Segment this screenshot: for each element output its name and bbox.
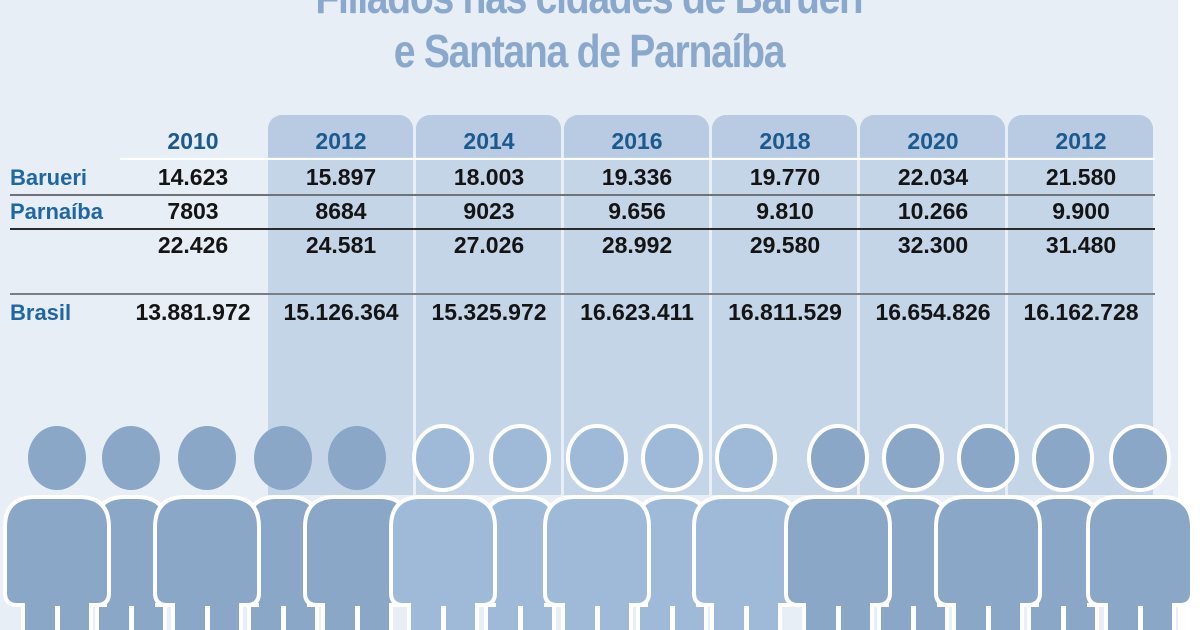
person-icon: [153, 426, 261, 630]
table-cell: 15.126.364: [283, 299, 399, 325]
person-icon: [784, 424, 892, 630]
table-cell: 16.162.728: [1023, 299, 1139, 325]
table-cell: 24.581: [305, 232, 377, 258]
table-cell: 7803: [167, 198, 219, 224]
header-divider: [120, 158, 1155, 160]
person-icon: [245, 426, 321, 630]
column-header-year: 2016: [611, 128, 663, 154]
table-cell: 13.881.972: [135, 299, 251, 325]
person-icon: [389, 424, 497, 630]
column-header-year: 2018: [759, 128, 811, 154]
table-cell: 18.003: [453, 164, 525, 190]
title-line-2: e Santana de Parnaíba: [393, 25, 786, 77]
table-cell: 15.897: [305, 164, 377, 190]
person-icon: [543, 424, 651, 630]
person-icon: [934, 424, 1042, 630]
row-label: Barueri: [10, 165, 88, 190]
table-cell: 8684: [315, 198, 367, 224]
person-icon: [692, 424, 800, 630]
table-cell: 10.266: [897, 198, 969, 224]
table-cell: 19.770: [749, 164, 821, 190]
column-header-background: [564, 115, 709, 157]
row-label: Brasil: [10, 300, 72, 325]
column-header-background: [860, 115, 1005, 157]
column-header-background: [1008, 115, 1153, 157]
table-cell: 16.654.826: [875, 299, 991, 325]
table-cell: 22.426: [157, 232, 229, 258]
table-cell: 28.992: [601, 232, 673, 258]
row-divider: [10, 293, 1155, 295]
column-header-background: [268, 115, 413, 157]
column-header-year: 2012: [1055, 128, 1107, 154]
table-cell: 14.623: [157, 164, 229, 190]
table-cell: 27.026: [453, 232, 525, 258]
table-cell: 9023: [463, 198, 515, 224]
table-cell: 16.811.529: [728, 299, 842, 325]
column-header-year: 2014: [463, 128, 515, 154]
person-icon: [634, 424, 710, 630]
person-icon: [1025, 424, 1101, 630]
column-header-year: 2020: [907, 128, 959, 154]
table-cell: 29.580: [749, 232, 821, 258]
column-header-background: [416, 115, 561, 157]
person-icon: [3, 426, 111, 630]
column-header-year: 2010: [167, 128, 219, 154]
table-cell: 22.034: [897, 164, 969, 190]
table-cell: 16.623.411: [580, 299, 694, 325]
person-icon: [1086, 424, 1194, 630]
row-divider: [10, 228, 1155, 230]
table-cell: 9.900: [1052, 198, 1110, 224]
table-cell: 9.810: [756, 198, 814, 224]
title-line-1: Filiados nas cidades de Barueri: [88, 0, 1089, 24]
table-cell: 15.325.972: [431, 299, 547, 325]
column-header-background: [712, 115, 857, 157]
table-cell: 9.656: [608, 198, 666, 224]
row-label: Parnaíba: [10, 199, 103, 224]
table-cell: 32.300: [897, 232, 969, 258]
table-cell: 31.480: [1045, 232, 1117, 258]
table-cell: 19.336: [601, 164, 673, 190]
column-header-year: 2012: [315, 128, 367, 154]
table-cell: 21.580: [1045, 164, 1117, 190]
row-divider: [10, 194, 1155, 196]
